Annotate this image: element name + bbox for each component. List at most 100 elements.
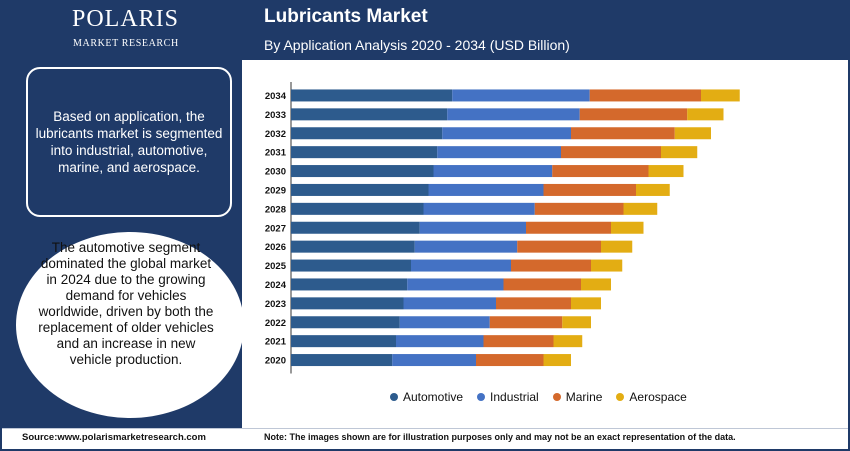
bar-automotive-2030 xyxy=(291,165,434,178)
bar-aerospace-2026 xyxy=(601,240,633,253)
y-tick-label-2031: 2031 xyxy=(265,148,287,159)
bar-marine-2032 xyxy=(571,127,675,140)
header-bar xyxy=(242,2,848,60)
legend-swatch-automotive xyxy=(390,393,398,401)
chart-title: Lubricants Market xyxy=(264,6,428,27)
segmentation-summary-text: Based on application, the lubricants mar… xyxy=(35,109,223,175)
y-tick-label-2026: 2026 xyxy=(265,242,286,253)
bar-industrial-2020 xyxy=(392,354,476,367)
bar-aerospace-2027 xyxy=(611,221,644,234)
bar-marine-2030 xyxy=(552,165,649,178)
legend-swatch-marine xyxy=(552,393,561,401)
legend-item-aerospace: Aerospace xyxy=(616,390,687,404)
bar-marine-2027 xyxy=(526,221,611,234)
bar-automotive-2031 xyxy=(291,146,438,159)
bar-industrial-2034 xyxy=(452,89,590,102)
bar-aerospace-2028 xyxy=(623,202,658,215)
legend-label-aerospace: Aerospace xyxy=(629,390,687,404)
bar-automotive-2032 xyxy=(291,127,443,140)
bar-industrial-2033 xyxy=(447,108,580,121)
bar-automotive-2028 xyxy=(291,202,424,215)
bar-marine-2026 xyxy=(517,240,601,253)
y-tick-label-2029: 2029 xyxy=(265,185,286,196)
y-tick-label-2021: 2021 xyxy=(265,337,287,348)
legend-item-automotive: Automotive xyxy=(390,390,463,404)
bar-industrial-2031 xyxy=(437,146,561,159)
legend-item-industrial: Industrial xyxy=(477,390,539,404)
bar-marine-2024 xyxy=(503,278,581,291)
bar-industrial-2021 xyxy=(396,335,484,348)
y-tick-label-2023: 2023 xyxy=(265,299,286,310)
bar-automotive-2029 xyxy=(291,183,429,196)
source-text: Source:www.polarismarketresearch.com xyxy=(22,432,206,443)
chart-subtitle: By Application Analysis 2020 - 2034 (USD… xyxy=(264,37,570,53)
y-tick-label-2030: 2030 xyxy=(265,167,286,178)
bar-marine-2034 xyxy=(589,89,701,102)
bar-aerospace-2029 xyxy=(636,183,670,196)
bar-automotive-2025 xyxy=(291,259,411,272)
legend-label-marine: Marine xyxy=(565,390,603,404)
footer-bar xyxy=(2,428,848,448)
highlight-circle xyxy=(16,232,244,418)
y-tick-label-2028: 2028 xyxy=(265,204,286,215)
bar-automotive-2024 xyxy=(291,278,408,291)
bar-aerospace-2023 xyxy=(571,297,601,310)
bar-automotive-2022 xyxy=(291,316,400,329)
y-tick-label-2034: 2034 xyxy=(265,91,287,102)
y-tick-label-2032: 2032 xyxy=(265,129,286,140)
legend-swatch-aerospace xyxy=(616,393,625,401)
bar-marine-2029 xyxy=(543,183,636,196)
bar-industrial-2030 xyxy=(433,165,553,178)
bar-industrial-2029 xyxy=(428,183,544,196)
bar-automotive-2021 xyxy=(291,335,396,348)
legend-label-automotive: Automotive xyxy=(403,390,464,404)
legend-label-industrial: Industrial xyxy=(490,390,539,404)
bar-aerospace-2031 xyxy=(661,146,698,159)
bar-marine-2025 xyxy=(511,259,591,272)
bar-aerospace-2032 xyxy=(674,127,711,140)
bar-aerospace-2022 xyxy=(562,316,591,329)
stacked-bar-chart: 2034 2033 2032 2031 2030 2029 2028 2027 2026 2025… xyxy=(265,82,740,374)
bar-automotive-2026 xyxy=(291,240,415,253)
bar-industrial-2023 xyxy=(403,297,496,310)
bar-industrial-2027 xyxy=(419,221,526,234)
bar-industrial-2028 xyxy=(423,202,535,215)
bar-automotive-2023 xyxy=(291,297,404,310)
y-tick-label-2033: 2033 xyxy=(265,110,286,121)
y-tick-label-2025: 2025 xyxy=(265,261,287,272)
segmentation-summary-box: Based on application, the lubricants mar… xyxy=(26,67,232,217)
y-tick-label-2027: 2027 xyxy=(265,223,286,234)
bar-marine-2028 xyxy=(534,202,624,215)
bar-marine-2023 xyxy=(496,297,571,310)
bar-marine-2021 xyxy=(483,335,554,348)
bar-marine-2033 xyxy=(579,108,688,121)
legend-swatch-industrial xyxy=(477,393,486,401)
brand-tagline: MARKET RESEARCH xyxy=(73,38,179,49)
y-tick-label-2020: 2020 xyxy=(265,356,286,367)
bar-automotive-2020 xyxy=(291,354,393,367)
bar-aerospace-2025 xyxy=(591,259,623,272)
bar-aerospace-2020 xyxy=(543,354,571,367)
bar-automotive-2034 xyxy=(291,89,453,102)
highlight-circle-text: The automotive segment dominated the glo… xyxy=(38,240,214,367)
bar-industrial-2022 xyxy=(399,316,490,329)
bar-aerospace-2030 xyxy=(648,165,684,178)
legend-item-marine: Marine xyxy=(552,390,603,404)
bar-aerospace-2033 xyxy=(687,108,724,121)
y-tick-label-2024: 2024 xyxy=(265,280,287,291)
chart-legend: Automotive Industrial Marine Aerospace xyxy=(390,390,687,404)
bar-industrial-2025 xyxy=(411,259,511,272)
bar-industrial-2032 xyxy=(442,127,571,140)
bar-marine-2020 xyxy=(476,354,544,367)
disclaimer-note: Note: The images shown are for illustrat… xyxy=(264,432,736,442)
bar-aerospace-2034 xyxy=(701,89,740,102)
bar-industrial-2026 xyxy=(414,240,518,253)
bar-marine-2022 xyxy=(489,316,563,329)
brand-logo: POLARIS xyxy=(72,6,180,32)
bar-automotive-2033 xyxy=(291,108,448,121)
bar-industrial-2024 xyxy=(407,278,504,291)
bar-aerospace-2024 xyxy=(581,278,611,291)
bar-marine-2031 xyxy=(561,146,661,159)
bar-automotive-2027 xyxy=(291,221,420,234)
